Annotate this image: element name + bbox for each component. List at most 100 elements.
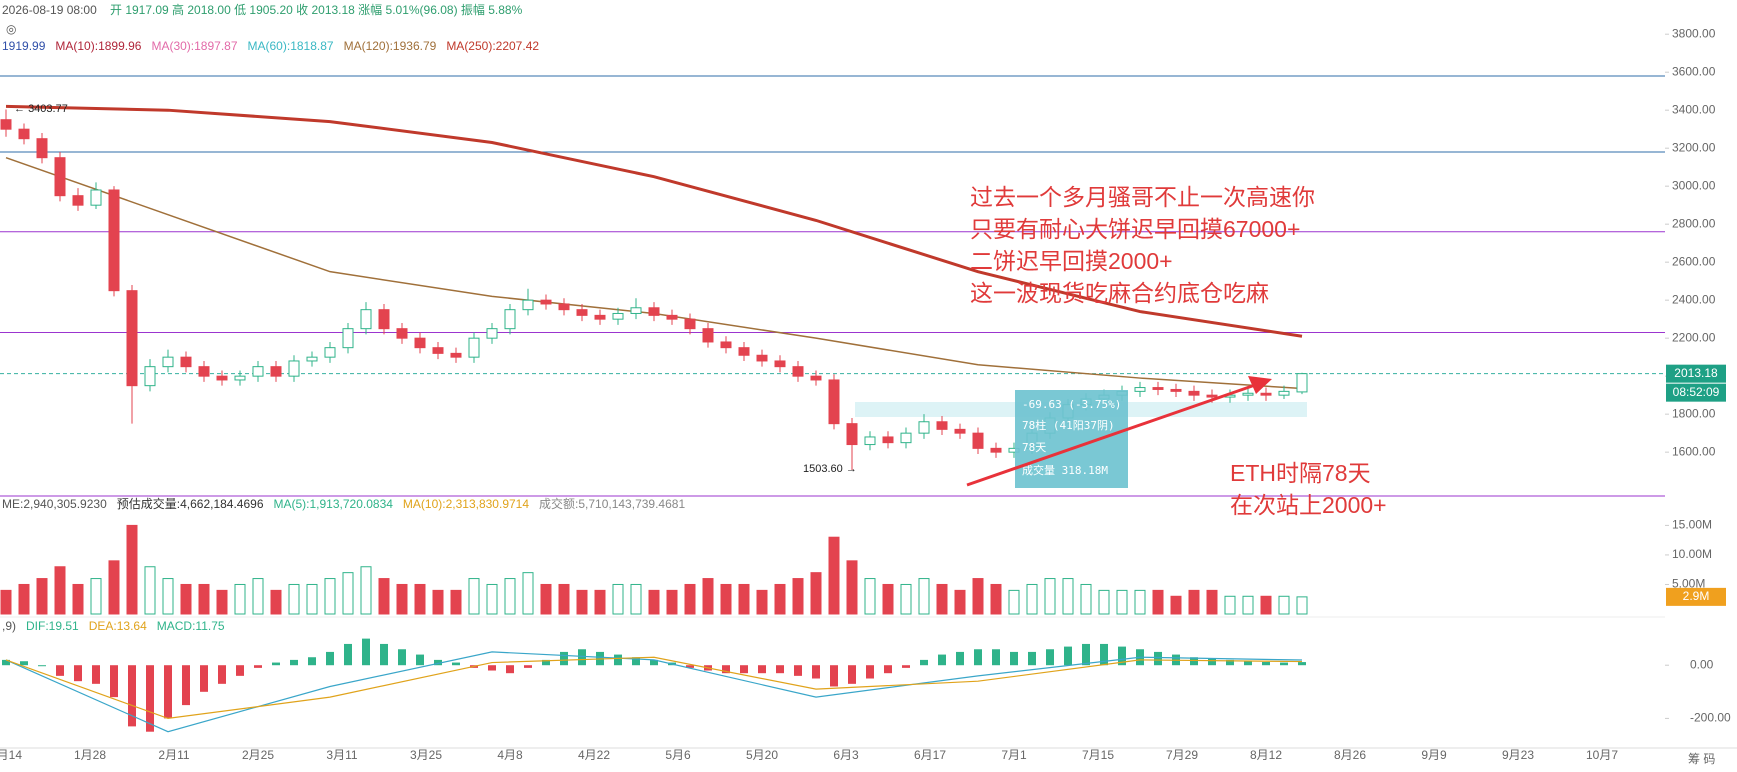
volume-bar (648, 589, 660, 615)
y-tick-label: 3400.00 (1672, 102, 1716, 116)
volume-tag-text: 2.9M (1683, 589, 1710, 603)
legend-item: MA(250):2207.42 (446, 39, 539, 53)
volume-bar (792, 578, 804, 615)
macd-bar (1280, 662, 1288, 666)
macd-bar (740, 665, 748, 674)
candle-body (1278, 390, 1290, 396)
legend-item: 成交额:5,710,143,739.4681 (539, 496, 685, 511)
volume-bar (558, 583, 570, 615)
countdown-tag (1666, 383, 1726, 402)
x-tick-label: 7月1 (1001, 748, 1027, 762)
legend-item: MA(10):2,313,830.9714 (403, 497, 529, 511)
x-tick-label: 1月14 (0, 748, 22, 762)
volume-bar (900, 583, 912, 615)
low-value: 1503.60 (803, 463, 843, 475)
volume-bar (342, 572, 354, 615)
volume-bar (864, 578, 876, 615)
candle-body (432, 347, 444, 354)
macd-bar (614, 654, 622, 666)
volume-bar (774, 583, 786, 615)
x-tick-label: 5月20 (746, 748, 778, 762)
volume-bar (270, 589, 282, 615)
candle-body (90, 189, 102, 206)
candle-body (252, 366, 264, 377)
volume-bar (1044, 578, 1056, 615)
volume-bar (126, 524, 138, 615)
volume-bar (684, 583, 696, 615)
volume-bar (936, 583, 948, 615)
volume-bar (144, 566, 156, 615)
y-tick-label: 1600.00 (1672, 444, 1716, 458)
macd-bar (326, 651, 334, 666)
macd-bar (830, 665, 838, 687)
volume-bar (468, 578, 480, 615)
candle-body (54, 157, 66, 197)
volume-bar (846, 560, 858, 615)
candle-body (612, 312, 624, 320)
info-text: 成交量 318.18M (1022, 463, 1108, 477)
volume-bar (486, 583, 498, 615)
volume-bar (252, 578, 264, 615)
macd-bar (1118, 646, 1126, 666)
macd-bar (1298, 662, 1306, 666)
volume-bar (360, 566, 372, 615)
y-tick-label: 2400.00 (1672, 292, 1716, 306)
info-text: 78柱 (41阳37阴) (1022, 418, 1115, 432)
volume-bar (324, 578, 336, 615)
macd-bar (344, 643, 352, 666)
macd-bar (812, 665, 820, 679)
macd-bar (488, 665, 496, 671)
candle-body (1152, 387, 1164, 390)
y-tick-label: 3600.00 (1672, 64, 1716, 78)
arrow (966, 382, 1259, 487)
candle-body (756, 354, 768, 362)
candle-body (630, 307, 642, 314)
ma-line (5, 104, 1303, 338)
candle-body (144, 366, 156, 387)
volume-bar (990, 583, 1002, 615)
volume-bar (1098, 589, 1110, 615)
macd-bar (1244, 661, 1252, 666)
candle-body (900, 432, 912, 444)
volume-bar (1260, 595, 1272, 615)
macd-bar (128, 665, 136, 727)
legend-item: MACD:11.75 (157, 619, 225, 633)
annotation: 二饼迟早回摸2000+ (970, 248, 1173, 274)
macd-bar (578, 649, 586, 666)
volume-bar (450, 589, 462, 615)
legend-item: MA(10):1899.96 (55, 39, 141, 53)
price-tag (1666, 364, 1726, 383)
candle-body (792, 366, 804, 377)
candle-body (72, 195, 84, 206)
volume-bar (954, 589, 966, 615)
candle-body (360, 309, 372, 330)
side-label: 筹 码 (1688, 752, 1715, 766)
volume-bar (432, 589, 444, 615)
candle-body (396, 328, 408, 339)
macd-bar (524, 665, 532, 668)
volume-bar (180, 583, 192, 615)
macd-bar (2, 659, 10, 666)
volume-bar (810, 572, 822, 615)
annotation: 只要有耐心大饼迟早回摸67000+ (970, 216, 1300, 242)
volume-bar (612, 583, 624, 615)
macd-bar (1046, 649, 1054, 666)
candle-body (1134, 387, 1146, 392)
candle-body (324, 347, 336, 358)
macd-bar (416, 654, 424, 666)
high-label: ← 3403.77 (14, 103, 68, 115)
candle-body (702, 328, 714, 343)
macd-bar (164, 665, 172, 719)
volume-bar (738, 583, 750, 615)
macd-bar (200, 665, 208, 692)
volume-tag (1666, 587, 1726, 606)
candle-body (288, 360, 300, 377)
volume-bar (972, 578, 984, 615)
candle-body (540, 299, 552, 305)
x-tick-label: 3月11 (326, 748, 357, 762)
candle-body (1188, 390, 1200, 396)
x-tick-label: 7月15 (1082, 748, 1114, 762)
candle-body (36, 138, 48, 159)
